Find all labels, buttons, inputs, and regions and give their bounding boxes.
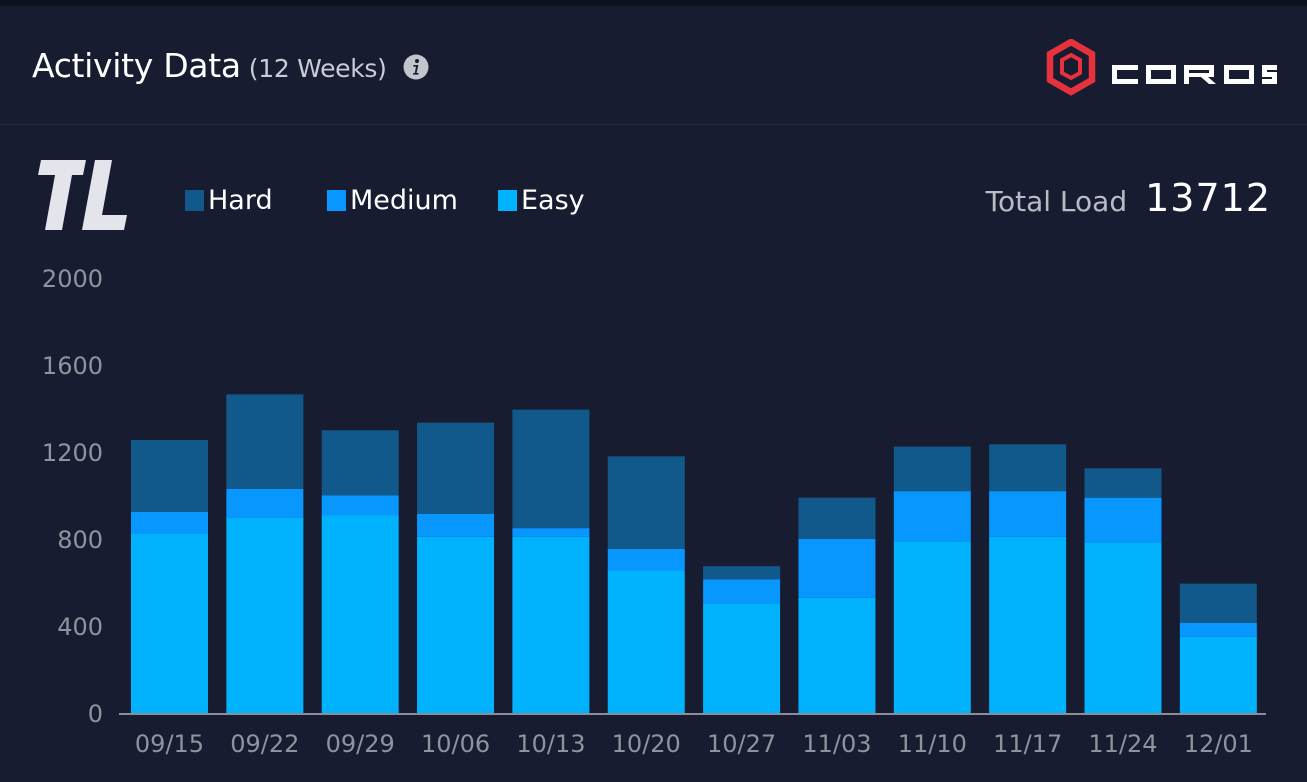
legend-hard: Hard: [185, 184, 273, 216]
total-load-label: Total Load: [985, 185, 1128, 218]
bar-hard-09-29: [321, 430, 399, 496]
bar-easy-10-27: [703, 603, 781, 713]
bar-hard-11-24: [1084, 468, 1162, 498]
bar-medium-09-15: [131, 511, 208, 534]
x-tick-label: 10/13: [516, 730, 585, 758]
bar-hard-12-01: [1179, 583, 1257, 623]
bar-medium-09-22: [226, 488, 304, 518]
y-tick-label: 1200: [42, 439, 103, 467]
bar-hard-10-06: [417, 422, 495, 514]
bar-easy-09-15: [131, 533, 208, 713]
x-tick-label: 09/22: [230, 730, 299, 758]
legend-swatch-medium: [327, 189, 346, 211]
info-circle-icon[interactable]: [403, 54, 429, 80]
bar-hard-11-03: [798, 497, 876, 539]
total-load: Total Load 13712: [986, 176, 1271, 220]
bar-medium-11-10: [893, 491, 971, 542]
bar-medium-12-01: [1179, 622, 1257, 637]
y-tick-label: 400: [57, 613, 103, 641]
total-load-value: 13712: [1145, 176, 1271, 220]
legend-label-medium: Medium: [350, 184, 458, 216]
training-load-chart: 0 400 800 1200 1600 2000 09/15 09/22 09/29 10/06 1…: [42, 265, 1266, 758]
bar-easy-10-06: [417, 536, 495, 713]
card-title: Activity Data (12 Weeks): [32, 46, 387, 85]
coros-logo: [1046, 39, 1277, 96]
x-tick-label: 11/24: [1088, 730, 1157, 758]
bar-hard-10-20: [607, 456, 685, 549]
bar-medium-09-29: [321, 495, 399, 516]
bar-medium-11-17: [989, 491, 1067, 537]
x-tick-label: 10/27: [707, 730, 776, 758]
x-tick-label: 11/10: [898, 730, 967, 758]
legend-easy: Easy: [498, 184, 585, 216]
bar-medium-11-03: [798, 539, 876, 598]
bar-medium-10-06: [417, 513, 495, 537]
x-tick-label: 11/03: [802, 730, 871, 758]
bar-easy-11-03: [798, 597, 876, 713]
legend-label-hard: Hard: [208, 184, 273, 216]
title-subtitle: (12 Weeks): [248, 54, 387, 83]
x-tick-label: 09/15: [135, 730, 204, 758]
bar-medium-11-24: [1084, 497, 1162, 543]
bar-easy-09-29: [321, 515, 399, 713]
bar-easy-11-24: [1084, 542, 1162, 713]
y-tick-label: 2000: [42, 265, 103, 293]
legend-label-easy: Easy: [521, 184, 585, 216]
bar-medium-10-13: [512, 528, 590, 537]
bar-hard-09-15: [131, 440, 208, 512]
title-text: Activity Data: [32, 46, 241, 85]
x-tick-label: 10/20: [612, 730, 681, 758]
bar-easy-11-10: [893, 541, 971, 713]
bar-easy-09-22: [226, 517, 304, 713]
x-tick-label: 09/29: [326, 730, 395, 758]
y-tick-label: 0: [88, 700, 103, 728]
x-tick-label: 10/06: [421, 730, 490, 758]
bar-easy-12-01: [1179, 636, 1257, 713]
y-tick-label: 800: [57, 526, 103, 554]
tl-badge: TL: [38, 160, 127, 230]
card-header: Activity Data (12 Weeks): [0, 6, 1307, 125]
top-strip: [0, 0, 1307, 6]
bar-hard-11-10: [893, 446, 971, 492]
bar-medium-10-27: [703, 579, 781, 604]
bar-medium-10-20: [607, 548, 685, 571]
x-tick-label: 11/17: [993, 730, 1062, 758]
bar-hard-10-27: [703, 566, 781, 580]
y-tick-label: 1600: [42, 352, 103, 380]
bar-easy-10-13: [512, 536, 590, 713]
bar-hard-11-17: [989, 444, 1067, 492]
legend-swatch-hard: [185, 189, 204, 211]
bar-easy-11-17: [989, 536, 1067, 713]
bar-hard-10-13: [512, 409, 590, 529]
legend-medium: Medium: [327, 184, 458, 216]
bar-hard-09-22: [226, 394, 304, 489]
bar-easy-10-20: [607, 570, 685, 713]
x-tick-label: 12/01: [1184, 730, 1253, 758]
legend-swatch-easy: [498, 189, 517, 211]
